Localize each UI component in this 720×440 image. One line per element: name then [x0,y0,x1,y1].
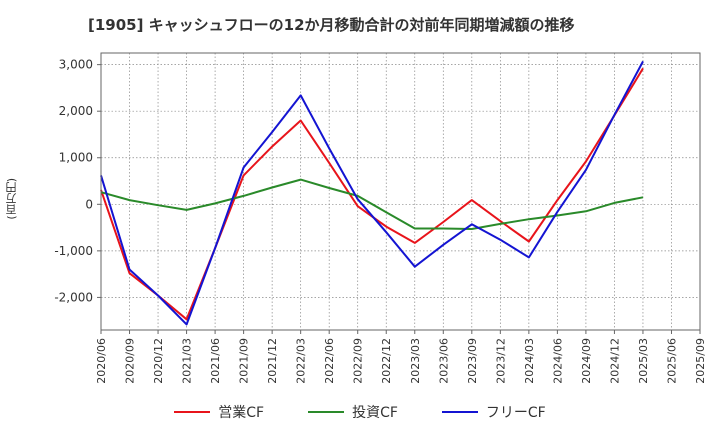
legend-item: 営業CF [174,402,264,422]
legend-swatch [441,411,478,413]
x-tick-label: 2023/03 [409,338,422,384]
x-tick-label: 2023/06 [437,338,450,384]
legend-item: 投資CF [308,402,398,422]
x-tick-label: 2021/06 [209,338,222,384]
chart-title: [1905] キャッシュフローの12か月移動合計の対前年同期増減額の推移 [88,16,575,34]
y-tick-label: 1,000 [59,151,93,165]
plot-area [101,53,700,330]
x-tick-label: 2020/12 [152,338,165,384]
grid [101,53,700,330]
x-tick-label: 2025/03 [637,338,650,384]
x-tick-label: 2022/12 [380,338,393,384]
x-tick-label: 2021/03 [181,338,194,384]
y-tick-label: -2,000 [54,290,93,304]
legend-swatch [174,411,211,413]
series-line [100,60,644,326]
series-lines [100,60,644,326]
x-tick-label: 2022/09 [352,338,365,384]
legend-label: 営業CF [218,405,265,421]
legend-label: フリーCF [485,405,546,421]
y-tick-label: 0 [85,197,93,211]
x-tick-label: 2022/03 [295,338,308,384]
y-tick-label: 2,000 [59,104,93,118]
legend: 営業CF 投資CF フリーCF [0,402,720,422]
x-tick-label: 2021/12 [266,338,279,384]
y-axis-ticks: 3,000 2,000 1,000 0 -1,000 -2,000 [54,58,101,304]
x-tick-label: 2024/03 [523,338,536,384]
y-tick-label: -1,000 [54,244,93,258]
x-axis-ticks: 2020/06 2020/09 2020/12 2021/03 2021/06 2021/… [95,330,707,384]
x-tick-label: 2022/06 [323,338,336,384]
x-tick-label: 2024/06 [551,338,564,384]
plot-frame [100,52,701,331]
x-tick-label: 2020/06 [95,338,108,384]
x-tick-label: 2023/12 [494,338,507,384]
x-tick-label: 2024/12 [608,338,621,384]
x-tick-label: 2024/09 [580,338,593,384]
x-tick-label: 2021/09 [238,338,251,384]
x-tick-label: 2025/09 [694,338,707,384]
x-tick-label: 2020/09 [124,338,137,384]
legend-swatch [308,411,345,413]
series-line [100,178,644,230]
legend-label: 投資CF [352,405,398,421]
y-tick-label: 3,000 [59,58,93,72]
legend-item: フリーCF [441,402,546,422]
x-tick-label: 2025/06 [665,338,678,384]
x-tick-label: 2023/09 [466,338,479,384]
